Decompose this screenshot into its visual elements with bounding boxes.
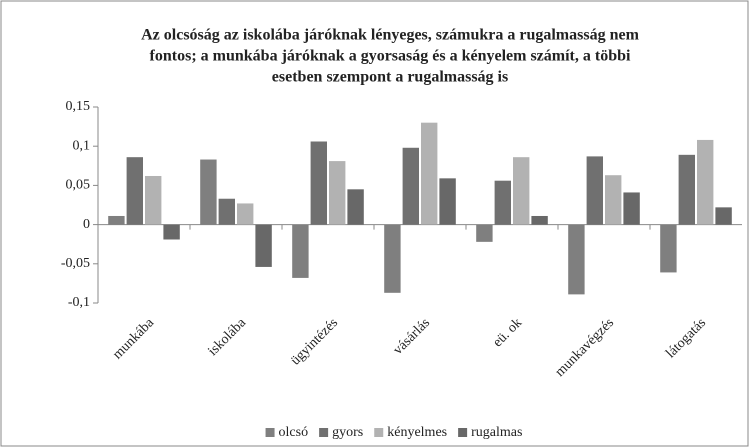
y-tick-label: 0 (83, 217, 90, 232)
bar (513, 157, 530, 225)
chart-title: Az olcsóság az iskolába járóknak lényege… (141, 27, 639, 44)
bar (218, 198, 235, 225)
bar (200, 159, 217, 225)
y-tick-label: 0,1 (73, 138, 91, 153)
bar (145, 175, 162, 225)
y-tick-label: 0,05 (66, 178, 91, 193)
legend-swatch (265, 428, 275, 437)
bar (494, 180, 511, 225)
bar (476, 224, 493, 242)
legend-label: gyors (332, 425, 363, 440)
bar (237, 203, 254, 225)
legend-swatch (374, 428, 384, 437)
legend-label: kényelmes (387, 425, 447, 440)
legend-swatch (319, 428, 329, 437)
bar (108, 215, 125, 225)
bar (126, 157, 143, 225)
legend-label: rugalmas (471, 425, 522, 440)
bar (678, 154, 695, 225)
y-tick-label: -0,1 (68, 295, 90, 310)
bar (163, 224, 180, 240)
bar (568, 224, 585, 295)
bar (402, 147, 419, 225)
y-tick-label: -0,05 (61, 256, 90, 271)
bar (292, 224, 309, 278)
bar (439, 178, 456, 225)
bar (384, 224, 401, 293)
bar (697, 139, 714, 225)
bar (255, 224, 272, 267)
bar (715, 207, 732, 225)
bar (660, 224, 677, 273)
bar (421, 122, 438, 225)
legend-swatch (458, 428, 468, 437)
chart-title: fontos; a munkába járóknak a gyorsaság é… (150, 48, 631, 65)
bar (347, 189, 364, 225)
chart-title: esetben szempont a rugalmasság is (272, 69, 508, 86)
bar (310, 141, 327, 225)
bar (623, 192, 640, 225)
y-tick-label: 0,15 (66, 99, 91, 114)
legend-label: olcsó (279, 425, 309, 440)
bar (531, 215, 548, 225)
bar (586, 156, 603, 225)
bar (605, 175, 622, 225)
bar (329, 161, 346, 225)
